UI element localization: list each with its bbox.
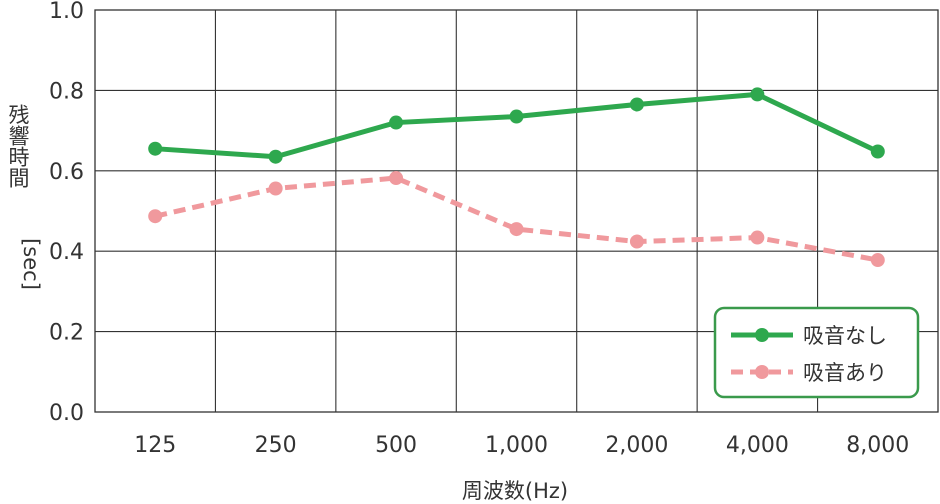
legend-label-series-1: 吸音あり bbox=[803, 361, 887, 385]
x-tick-label: 125 bbox=[134, 433, 176, 458]
data-point-series-0 bbox=[268, 149, 283, 164]
data-point-series-1 bbox=[509, 222, 524, 237]
data-point-series-1 bbox=[870, 253, 885, 268]
data-point-series-0 bbox=[389, 115, 404, 130]
data-point-series-1 bbox=[750, 230, 765, 245]
data-point-series-0 bbox=[629, 97, 644, 112]
y-tick-labels: 0.0 0.2 0.4 0.6 0.8 1.0 bbox=[49, 0, 84, 426]
data-point-series-0 bbox=[509, 109, 524, 124]
data-point-series-1 bbox=[629, 234, 644, 249]
grid-lines bbox=[94, 9, 939, 413]
x-tick-label: 500 bbox=[375, 433, 417, 458]
x-tick-label: 8,000 bbox=[846, 433, 909, 458]
y-tick-label: 1.0 bbox=[49, 0, 84, 24]
data-point-series-1 bbox=[148, 209, 163, 224]
x-axis-title: 周波数(Hz) bbox=[462, 479, 568, 503]
legend-marker-series-0 bbox=[755, 328, 769, 342]
y-tick-label: 0.6 bbox=[49, 160, 84, 185]
series-line-0 bbox=[155, 91, 879, 160]
x-tick-label: 1,000 bbox=[485, 433, 548, 458]
y-tick-label: 0.2 bbox=[49, 321, 84, 346]
x-tick-label: 250 bbox=[255, 433, 297, 458]
series-group bbox=[148, 87, 885, 268]
x-tick-label: 4,000 bbox=[726, 433, 789, 458]
y-tick-label: 0.8 bbox=[49, 79, 84, 104]
data-point-series-0 bbox=[148, 141, 163, 156]
y-axis-title-unit: [sec] bbox=[19, 238, 43, 290]
x-tick-label: 2,000 bbox=[605, 433, 668, 458]
y-axis-title-main: 残響時間 bbox=[6, 104, 30, 188]
y-tick-label: 0.0 bbox=[49, 401, 84, 426]
x-tick-labels: 125 250 500 1,000 2,000 4,000 8,000 bbox=[134, 433, 909, 458]
series-line-1 bbox=[154, 175, 879, 263]
data-point-series-1 bbox=[389, 171, 404, 186]
legend-marker-series-1 bbox=[755, 365, 769, 379]
data-point-series-0 bbox=[870, 144, 885, 159]
legend: 吸音なし 吸音あり bbox=[713, 306, 920, 399]
plot-border bbox=[94, 9, 939, 413]
legend-label-series-0: 吸音なし bbox=[803, 324, 887, 348]
data-point-series-0 bbox=[750, 87, 765, 102]
data-point-series-1 bbox=[268, 181, 283, 196]
y-tick-label: 0.4 bbox=[49, 240, 84, 265]
